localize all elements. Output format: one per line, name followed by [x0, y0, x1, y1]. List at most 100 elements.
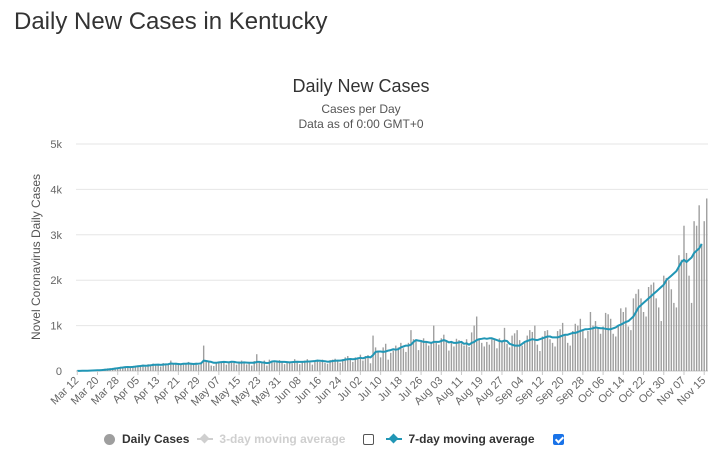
daily-cases-bar[interactable]	[460, 343, 463, 371]
daily-cases-bar[interactable]	[475, 316, 478, 371]
daily-cases-bar[interactable]	[650, 284, 652, 371]
daily-cases-bar[interactable]	[493, 340, 496, 371]
toggle-7day-average-checkbox[interactable]	[552, 433, 564, 445]
daily-cases-bar[interactable]	[642, 311, 645, 371]
daily-cases-bar[interactable]	[647, 287, 650, 371]
daily-cases-bar[interactable]	[412, 339, 415, 371]
daily-cases-bar[interactable]	[213, 366, 215, 371]
daily-cases-bar[interactable]	[329, 360, 331, 371]
daily-cases-bar[interactable]	[630, 330, 632, 371]
daily-cases-bar[interactable]	[326, 363, 329, 371]
daily-cases-bar[interactable]	[392, 350, 394, 371]
daily-cases-bar[interactable]	[440, 338, 442, 371]
daily-cases-bar[interactable]	[200, 363, 202, 371]
daily-cases-bar[interactable]	[453, 346, 455, 371]
daily-cases-bar[interactable]	[205, 361, 207, 371]
daily-cases-bar[interactable]	[564, 335, 566, 371]
daily-cases-bar[interactable]	[293, 359, 296, 371]
daily-cases-bar[interactable]	[235, 364, 238, 371]
daily-cases-bar[interactable]	[304, 360, 306, 371]
daily-cases-bar[interactable]	[374, 347, 377, 371]
daily-cases-bar[interactable]	[536, 344, 539, 371]
daily-cases-bar[interactable]	[122, 366, 124, 371]
daily-cases-bar[interactable]	[384, 343, 387, 371]
daily-cases-bar[interactable]	[417, 350, 420, 371]
daily-cases-bar[interactable]	[387, 359, 389, 371]
daily-cases-bar[interactable]	[185, 364, 187, 371]
daily-cases-bar[interactable]	[435, 342, 437, 371]
daily-cases-bar[interactable]	[698, 205, 700, 371]
daily-cases-bar[interactable]	[478, 338, 480, 371]
daily-cases-bar[interactable]	[349, 359, 351, 371]
daily-cases-bar[interactable]	[632, 298, 635, 371]
daily-cases-bar[interactable]	[685, 252, 688, 371]
daily-cases-bar[interactable]	[470, 332, 473, 371]
daily-cases-bar[interactable]	[675, 307, 678, 371]
daily-cases-bar[interactable]	[455, 338, 458, 371]
daily-cases-bar[interactable]	[142, 364, 144, 371]
daily-cases-bar[interactable]	[190, 364, 192, 371]
daily-cases-bar[interactable]	[652, 282, 655, 371]
daily-cases-bar[interactable]	[524, 342, 526, 371]
daily-cases-bar[interactable]	[602, 326, 604, 371]
daily-cases-bar[interactable]	[544, 331, 546, 371]
daily-cases-bar[interactable]	[218, 361, 220, 371]
daily-cases-bar[interactable]	[240, 360, 243, 371]
daily-cases-bar[interactable]	[245, 364, 248, 371]
daily-cases-bar[interactable]	[268, 359, 271, 371]
daily-cases-bar[interactable]	[488, 344, 491, 371]
daily-cases-bar[interactable]	[637, 289, 640, 371]
daily-cases-bar[interactable]	[668, 280, 670, 371]
daily-cases-bar[interactable]	[443, 334, 445, 371]
daily-cases-bar[interactable]	[569, 345, 571, 371]
daily-cases-bar[interactable]	[147, 364, 149, 371]
daily-cases-bar[interactable]	[208, 362, 210, 371]
daily-cases-bar[interactable]	[670, 289, 673, 371]
daily-cases-bar[interactable]	[144, 366, 147, 371]
daily-cases-bar[interactable]	[572, 331, 574, 371]
daily-cases-bar[interactable]	[258, 362, 260, 371]
daily-cases-bar[interactable]	[658, 307, 660, 371]
daily-cases-bar[interactable]	[503, 327, 506, 371]
daily-cases-bar[interactable]	[301, 361, 303, 371]
daily-cases-bar[interactable]	[336, 361, 339, 371]
daily-cases-bar[interactable]	[344, 357, 346, 371]
daily-cases-bar[interactable]	[508, 347, 511, 371]
daily-cases-bar[interactable]	[319, 361, 321, 371]
daily-cases-bar[interactable]	[149, 365, 152, 371]
daily-cases-bar[interactable]	[182, 363, 185, 371]
daily-cases-bar[interactable]	[498, 338, 501, 371]
daily-cases-bar[interactable]	[635, 293, 637, 371]
daily-cases-bar[interactable]	[334, 358, 336, 371]
daily-cases-bar[interactable]	[683, 225, 685, 371]
daily-cases-bar[interactable]	[167, 364, 169, 371]
seven-day-average-line[interactable]	[77, 243, 703, 372]
daily-cases-bar[interactable]	[458, 340, 460, 371]
daily-cases-bar[interactable]	[589, 311, 592, 371]
daily-cases-bar[interactable]	[665, 277, 667, 371]
daily-cases-bar[interactable]	[331, 359, 334, 371]
daily-cases-bar[interactable]	[220, 362, 223, 371]
daily-cases-bar[interactable]	[306, 359, 309, 371]
daily-cases-bar[interactable]	[253, 361, 255, 371]
daily-cases-bar[interactable]	[438, 344, 440, 371]
daily-cases-bar[interactable]	[354, 357, 357, 371]
daily-cases-bar[interactable]	[577, 325, 579, 371]
daily-cases-bar[interactable]	[390, 352, 392, 371]
daily-cases-bar[interactable]	[137, 365, 139, 371]
daily-cases-bar[interactable]	[518, 340, 521, 371]
daily-cases-bar[interactable]	[402, 348, 405, 371]
daily-cases-bar[interactable]	[415, 340, 417, 371]
daily-cases-bar[interactable]	[372, 335, 374, 371]
daily-cases-bar[interactable]	[521, 345, 523, 371]
daily-cases-bar[interactable]	[367, 355, 369, 371]
daily-cases-bar[interactable]	[706, 198, 708, 371]
daily-cases-bar[interactable]	[607, 314, 609, 371]
daily-cases-bar[interactable]	[695, 225, 698, 371]
daily-cases-bar[interactable]	[316, 359, 319, 371]
daily-cases-bar[interactable]	[549, 339, 551, 371]
daily-cases-bar[interactable]	[314, 360, 316, 371]
daily-cases-bar[interactable]	[410, 330, 412, 371]
daily-cases-bar[interactable]	[377, 350, 379, 371]
daily-cases-bar[interactable]	[233, 362, 235, 371]
